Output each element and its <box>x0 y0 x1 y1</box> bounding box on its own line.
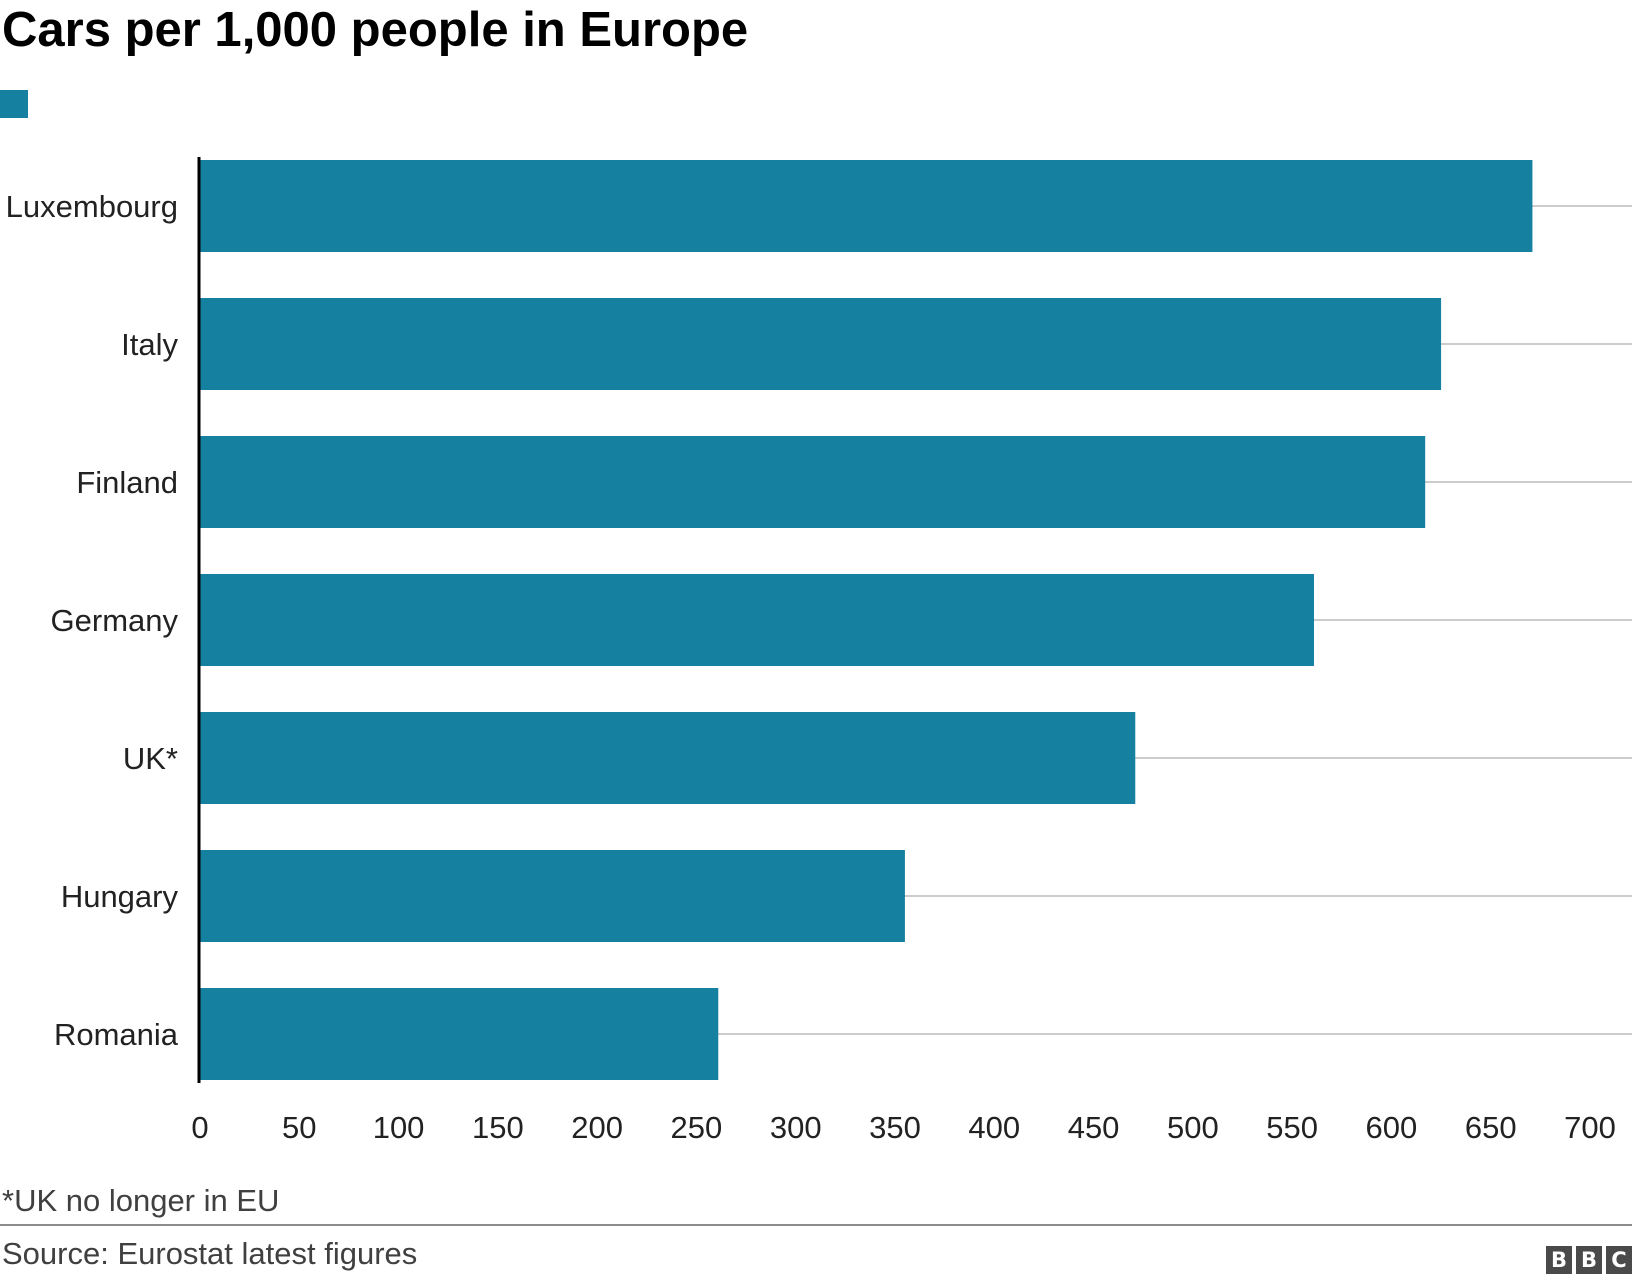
x-tick-label: 200 <box>571 1110 623 1145</box>
bbc-logo: B B C <box>1546 1246 1632 1274</box>
x-tick-label: 150 <box>472 1110 524 1145</box>
category-label: UK* <box>123 741 178 776</box>
x-tick-label: 550 <box>1266 1110 1318 1145</box>
x-tick-label: 250 <box>671 1110 723 1145</box>
category-label: Germany <box>51 603 179 638</box>
footer-divider <box>0 1224 1632 1226</box>
legend-swatch <box>0 90 28 118</box>
bar <box>200 574 1314 666</box>
x-tick-label: 650 <box>1465 1110 1517 1145</box>
x-tick-label: 500 <box>1167 1110 1219 1145</box>
bbc-logo-letter: B <box>1576 1246 1602 1274</box>
footnote: *UK no longer in EU <box>2 1183 280 1218</box>
category-label: Luxembourg <box>6 189 178 224</box>
bbc-logo-letter: B <box>1546 1246 1572 1274</box>
category-label: Italy <box>121 327 178 362</box>
bar <box>200 850 905 942</box>
x-tick-label: 300 <box>770 1110 822 1145</box>
legend <box>0 90 28 118</box>
x-tick-label: 100 <box>373 1110 425 1145</box>
bar <box>200 712 1136 804</box>
bar <box>200 436 1426 528</box>
source-note: Source: Eurostat latest figures <box>2 1236 418 1271</box>
category-label: Hungary <box>61 879 179 914</box>
chart-title: Cars per 1,000 people in Europe <box>2 3 749 57</box>
x-tick-label: 600 <box>1366 1110 1418 1145</box>
bar-chart: Luxembourg Italy Finland Germany UK* Hungary R… <box>6 157 1632 1145</box>
x-tick-label: 700 <box>1564 1110 1616 1145</box>
bar <box>200 160 1533 252</box>
x-tick-label: 0 <box>191 1110 208 1145</box>
x-tick-label: 350 <box>869 1110 921 1145</box>
category-label: Romania <box>54 1017 179 1052</box>
category-label: Finland <box>76 465 178 500</box>
x-tick-label: 450 <box>1068 1110 1120 1145</box>
x-tick-label: 50 <box>282 1110 316 1145</box>
x-tick-label: 400 <box>968 1110 1020 1145</box>
bbc-logo-letter: C <box>1606 1246 1632 1274</box>
bar <box>200 298 1442 390</box>
bar <box>200 988 719 1080</box>
